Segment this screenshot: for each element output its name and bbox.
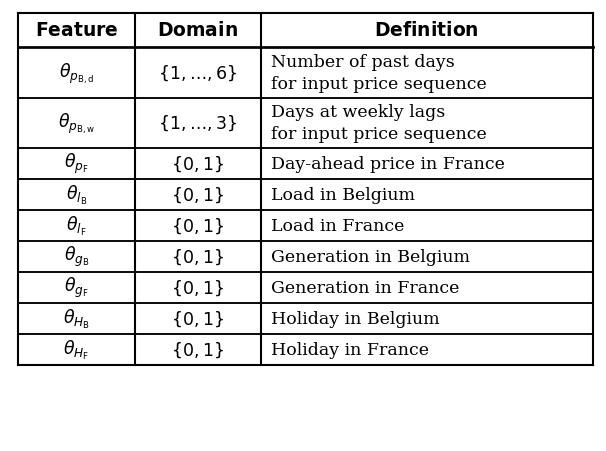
Text: $\theta_{g_{\mathrm{F}}}$: $\theta_{g_{\mathrm{F}}}$ (64, 276, 89, 299)
Text: for input price sequence: for input price sequence (271, 76, 487, 93)
Text: Generation in France: Generation in France (271, 279, 460, 296)
Text: Generation in Belgium: Generation in Belgium (271, 248, 470, 265)
Text: $\{0,1\}$: $\{0,1\}$ (171, 340, 224, 359)
Text: $\{0,1\}$: $\{0,1\}$ (171, 154, 224, 174)
Text: $\{1,\ldots,3\}$: $\{1,\ldots,3\}$ (158, 114, 238, 133)
Text: $\theta_{p_{\mathrm{B,d}}}$: $\theta_{p_{\mathrm{B,d}}}$ (59, 61, 94, 85)
Text: $\theta_{l_{\mathrm{F}}}$: $\theta_{l_{\mathrm{F}}}$ (66, 214, 87, 237)
Text: Holiday in France: Holiday in France (271, 341, 430, 358)
Text: $\{0,1\}$: $\{0,1\}$ (171, 309, 224, 328)
Text: Day-ahead price in France: Day-ahead price in France (271, 155, 505, 172)
Text: Holiday in Belgium: Holiday in Belgium (271, 310, 440, 327)
Text: $\{0,1\}$: $\{0,1\}$ (171, 247, 224, 267)
Text: Load in Belgium: Load in Belgium (271, 186, 416, 203)
Text: for input price sequence: for input price sequence (271, 126, 487, 143)
Text: $\bf{Definition}$: $\bf{Definition}$ (375, 22, 479, 41)
Text: $\{1,\ldots,6\}$: $\{1,\ldots,6\}$ (158, 64, 238, 83)
Text: Load in France: Load in France (271, 217, 405, 234)
Text: $\theta_{p_{\mathrm{F}}}$: $\theta_{p_{\mathrm{F}}}$ (64, 152, 89, 176)
Text: $\theta_{g_{\mathrm{B}}}$: $\theta_{g_{\mathrm{B}}}$ (64, 244, 89, 269)
Text: $\theta_{p_{\mathrm{B,w}}}$: $\theta_{p_{\mathrm{B,w}}}$ (58, 111, 95, 135)
Text: $\bf{Feature}$: $\bf{Feature}$ (35, 22, 118, 40)
Text: $\theta_{l_{\mathrm{B}}}$: $\theta_{l_{\mathrm{B}}}$ (66, 183, 87, 206)
Text: Days at weekly lags: Days at weekly lags (271, 104, 445, 121)
Text: $\bf{Domain}$: $\bf{Domain}$ (157, 22, 238, 41)
Text: $\{0,1\}$: $\{0,1\}$ (171, 185, 224, 204)
Text: Number of past days: Number of past days (271, 54, 455, 71)
Text: $\theta_{H_{\mathrm{F}}}$: $\theta_{H_{\mathrm{F}}}$ (64, 338, 90, 361)
Text: $\{0,1\}$: $\{0,1\}$ (171, 278, 224, 297)
Text: $\{0,1\}$: $\{0,1\}$ (171, 216, 224, 235)
Text: $\theta_{H_{\mathrm{B}}}$: $\theta_{H_{\mathrm{B}}}$ (63, 307, 90, 330)
